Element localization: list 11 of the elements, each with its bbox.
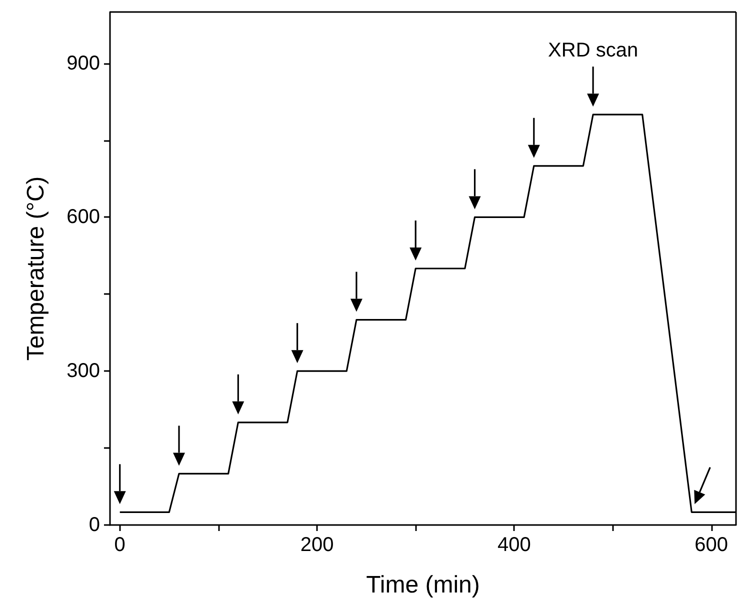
- annotation: XRD scan: [548, 40, 638, 62]
- x-tick-label: 600: [694, 534, 728, 556]
- y-tick-label: 900: [66, 52, 100, 74]
- y-axis-title: Temperature (°C): [22, 176, 50, 361]
- x-axis-title: Time (min): [366, 572, 480, 598]
- x-tick-label: 200: [300, 534, 334, 556]
- y-tick-label: 300: [66, 360, 100, 382]
- x-tick-label: 400: [498, 534, 531, 556]
- y-tick-label: 0: [88, 514, 100, 536]
- y-tick-label: 600: [66, 206, 100, 228]
- x-tick-label: 0: [114, 534, 126, 556]
